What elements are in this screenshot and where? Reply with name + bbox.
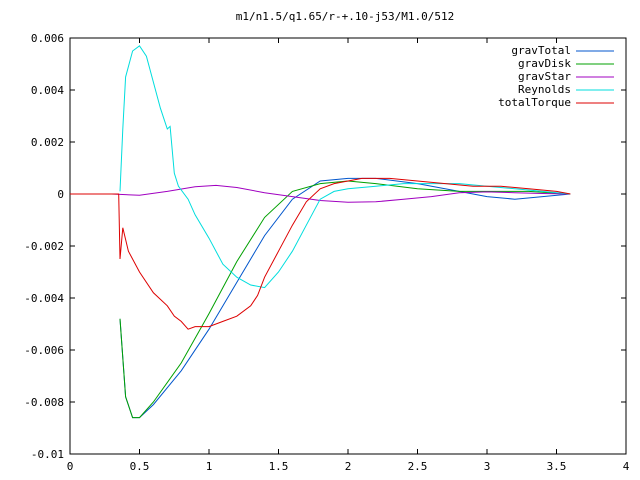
- series-gravDisk-line: [119, 180, 571, 419]
- y-tick-label: 0: [57, 188, 64, 201]
- chart-title: m1/n1.5/q1.65/r-+.10-j53/M1.0/512: [236, 10, 455, 23]
- x-tick-label: 1.5: [269, 460, 289, 473]
- y-tick-label: -0.006: [24, 344, 64, 357]
- x-tick-label: 1: [206, 460, 213, 473]
- legend-label: gravDisk: [518, 57, 571, 70]
- legend-label: gravStar: [518, 70, 571, 83]
- y-tick-label: 0.002: [31, 136, 64, 149]
- series-gravStar-line: [70, 184, 571, 203]
- legend-label: gravTotal: [511, 44, 571, 57]
- y-tick-label: -0.01: [31, 448, 64, 461]
- x-tick-label: 2: [345, 460, 352, 473]
- x-tick-label: 2.5: [408, 460, 428, 473]
- y-tick-label: 0.006: [31, 32, 64, 45]
- series-Reynolds-line: [119, 45, 571, 289]
- x-tick-label: 3: [484, 460, 491, 473]
- legend-label: totalTorque: [498, 96, 571, 109]
- y-tick-label: -0.002: [24, 240, 64, 253]
- x-tick-label: 0: [67, 460, 74, 473]
- series-totalTorque-line: [70, 177, 571, 330]
- series-gravTotal-line: [119, 177, 571, 419]
- y-tick-label: -0.004: [24, 292, 64, 305]
- y-tick-label: -0.008: [24, 396, 64, 409]
- x-tick-label: 3.5: [547, 460, 567, 473]
- x-tick-label: 4: [623, 460, 630, 473]
- legend-label: Reynolds: [518, 83, 571, 96]
- y-tick-label: 0.004: [31, 84, 64, 97]
- x-tick-label: 0.5: [130, 460, 150, 473]
